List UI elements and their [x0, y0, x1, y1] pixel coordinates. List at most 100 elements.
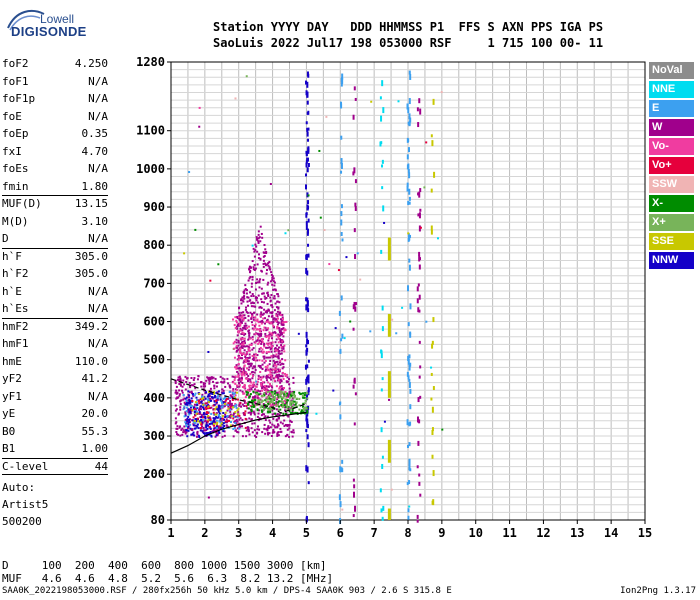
echo-point [274, 341, 277, 344]
echo-point [197, 427, 200, 430]
echo-point [229, 420, 232, 423]
echo-point [418, 340, 421, 344]
echo-point [179, 425, 182, 428]
echo-point [207, 411, 210, 414]
echo-point [209, 397, 212, 400]
echo-point [267, 264, 270, 267]
echo-point [307, 110, 310, 115]
echo-point [276, 310, 279, 313]
echo-point [248, 332, 251, 335]
echo-point [252, 295, 255, 298]
echo-point [265, 400, 268, 403]
echo-point [234, 394, 237, 397]
echo-point [248, 366, 251, 369]
echo-point [200, 380, 203, 383]
echo-point [282, 345, 285, 348]
echo-point [259, 240, 262, 243]
echo-point [250, 411, 253, 414]
echo-point [272, 356, 275, 359]
echo-point [235, 345, 238, 348]
legend-item: SSE [649, 233, 694, 250]
echo-point [224, 413, 227, 416]
echo-point [352, 478, 355, 482]
echo-point [256, 395, 259, 398]
echo-point [270, 344, 273, 347]
echo-point [227, 415, 230, 418]
echo-point [380, 249, 383, 254]
echo-point [272, 396, 275, 399]
echo-point [279, 386, 282, 389]
param-name: h`F2 [2, 267, 29, 280]
echo-point [247, 411, 250, 414]
echo-point [181, 427, 184, 430]
echo-point [242, 332, 245, 335]
echo-point [207, 424, 210, 427]
echo-point [408, 464, 411, 471]
echo-point [353, 228, 356, 233]
echo-point [432, 98, 435, 105]
echo-point [291, 435, 294, 438]
echo-point [219, 396, 222, 399]
echo-point [270, 376, 273, 379]
param-row: B1 1.00 [2, 442, 108, 457]
echo-point [288, 390, 291, 393]
echo-point [236, 324, 239, 327]
echo-point [272, 359, 275, 362]
echo-point [281, 313, 284, 316]
echo-point [238, 385, 241, 388]
echo-point [260, 322, 263, 325]
echo-point [319, 216, 322, 219]
param-separator [2, 195, 108, 196]
echo-point [242, 411, 245, 414]
echo-point [210, 406, 213, 409]
echo-point [259, 278, 262, 281]
echo-point [281, 371, 284, 374]
echo-point [250, 405, 253, 408]
echo-point [266, 389, 269, 392]
echo-point [261, 381, 264, 384]
auto-label: Auto: [2, 481, 36, 494]
echo-point [179, 434, 182, 437]
echo-point [241, 314, 244, 317]
echo-point [244, 288, 247, 291]
param-row: fmin 1.80 [2, 180, 108, 195]
echo-point [269, 402, 272, 405]
echo-point [255, 340, 258, 343]
echo-point [250, 418, 253, 421]
echo-point [188, 391, 191, 394]
param-value: N/A [88, 74, 108, 88]
echo-point [264, 360, 267, 363]
echo-point [432, 470, 435, 477]
echo-point [251, 244, 254, 247]
logo-text-lowell: Lowell [40, 12, 75, 26]
o-mode-trace [170, 378, 307, 414]
echo-point [241, 435, 244, 438]
echo-point [236, 370, 239, 373]
echo-point [287, 394, 290, 397]
echo-point [260, 300, 263, 303]
echo-point [259, 364, 262, 367]
echo-point [408, 364, 411, 371]
param-name: h`F [2, 249, 22, 263]
echo-point [236, 315, 239, 318]
echo-point [266, 335, 269, 338]
echo-point [264, 369, 267, 372]
echo-point [199, 401, 202, 404]
echo-point [279, 427, 282, 430]
echo-point [256, 415, 259, 418]
echo-point [285, 404, 288, 407]
echo-point [241, 381, 244, 384]
echo-point [255, 404, 258, 407]
echo-point [267, 411, 270, 414]
param-row: yF2 41.2 [2, 372, 108, 387]
echo-point [278, 335, 281, 338]
echo-point [261, 368, 264, 371]
echo-point [379, 488, 382, 493]
echo-point [228, 384, 231, 387]
echo-point [243, 349, 246, 352]
echo-point [196, 378, 199, 381]
echo-point [184, 432, 187, 435]
echo-point [197, 399, 200, 402]
echo-point [259, 330, 262, 333]
echo-point [408, 378, 411, 382]
